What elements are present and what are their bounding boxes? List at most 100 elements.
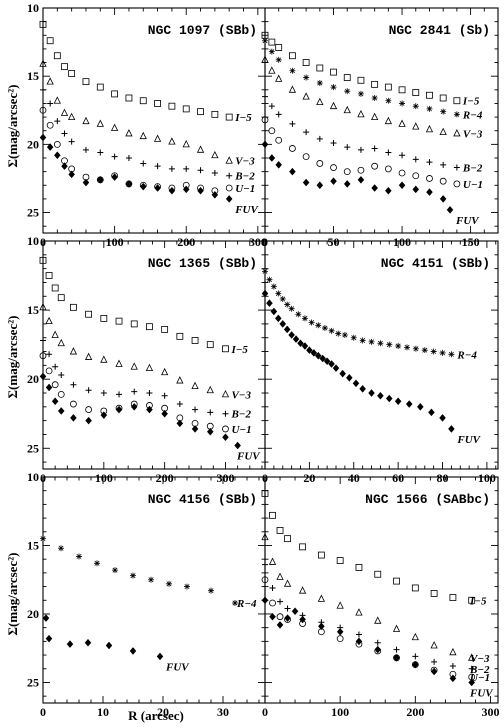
data-point-diamond — [306, 346, 313, 355]
data-point-star — [40, 535, 46, 542]
data-point-star — [344, 88, 351, 95]
data-point-diamond — [261, 596, 269, 605]
data-point-star — [386, 341, 393, 348]
data-point-star — [453, 111, 460, 118]
panel-title: NGC 4156 (SBb) — [148, 492, 257, 507]
data-point-diamond — [385, 186, 392, 195]
data-point-star — [275, 290, 282, 297]
data-point-diamond — [301, 342, 309, 350]
data-point-circle — [275, 136, 283, 144]
data-point-triangle — [316, 97, 324, 105]
data-point-triangle — [211, 150, 219, 159]
data-point-triangle — [370, 112, 379, 120]
data-point-diamond — [125, 180, 133, 188]
y-tick-label: 15 — [27, 538, 39, 552]
data-point-triangle — [384, 116, 393, 125]
series-label: R−4 — [462, 109, 483, 121]
data-point-square — [168, 102, 176, 110]
series-label: I−5 — [462, 96, 480, 108]
x-tick-label: 200 — [156, 471, 174, 485]
data-point-plus — [192, 406, 199, 413]
data-point-circle — [302, 153, 310, 161]
data-point-diamond — [377, 391, 384, 400]
data-point-star — [421, 347, 428, 354]
data-point-diamond — [345, 373, 353, 382]
data-point-plus — [269, 584, 276, 591]
data-point-diamond — [46, 143, 54, 151]
data-point-square — [302, 59, 310, 66]
panel-frame — [264, 240, 499, 470]
y-tick-label: 10 — [27, 470, 39, 484]
data-point-star — [440, 108, 447, 115]
data-point-star — [448, 351, 455, 358]
x-tick-label: 50 — [328, 235, 340, 249]
data-point-plus — [468, 665, 475, 672]
data-point-diamond — [275, 160, 283, 169]
data-point-square — [139, 97, 147, 105]
data-point-diamond — [299, 615, 306, 624]
data-point-triangle — [139, 131, 147, 140]
series-label: B−2 — [469, 664, 490, 676]
data-point-diamond — [352, 379, 360, 388]
data-point-diamond — [168, 186, 176, 195]
data-point-triangle — [302, 92, 310, 100]
data-point-diamond — [130, 402, 138, 411]
data-point-triangle — [100, 355, 108, 363]
data-point-star — [439, 349, 446, 356]
series-bm2 — [262, 93, 460, 171]
data-point-plus — [131, 388, 138, 395]
data-point-diamond — [66, 640, 74, 648]
data-point-triangle — [317, 594, 326, 602]
panel-title: NGC 1365 (SBb) — [148, 256, 257, 271]
data-point-diamond — [211, 190, 219, 199]
data-point-square — [68, 70, 76, 77]
data-point-plus — [449, 663, 456, 670]
data-point-star — [58, 545, 64, 552]
series-label: R−4 — [236, 598, 257, 610]
data-point-diamond — [45, 634, 53, 643]
data-point-diamond — [42, 614, 50, 622]
data-point-plus — [412, 653, 419, 660]
data-point-triangle — [468, 653, 476, 661]
data-point-diamond — [82, 178, 90, 187]
data-point-diamond — [449, 674, 457, 683]
data-point-square — [45, 272, 53, 279]
series-um1 — [39, 106, 233, 195]
data-point-star — [275, 56, 282, 63]
data-point-square — [439, 94, 447, 102]
y-axis-title-bottom: Σ(mag/arcsec²) — [5, 553, 20, 636]
data-point-star — [371, 95, 378, 101]
data-point-plus — [374, 639, 381, 646]
data-point-plus — [357, 146, 364, 153]
data-point-diamond — [394, 397, 402, 406]
data-point-diamond — [161, 409, 168, 418]
series-fuv — [261, 596, 476, 687]
panel-title: NGC 1097 (SBb) — [148, 23, 257, 38]
data-point-diamond — [428, 408, 435, 417]
data-point-square — [412, 89, 420, 96]
data-point-triangle — [329, 101, 338, 110]
data-point-diamond — [51, 397, 59, 406]
data-point-square — [57, 294, 65, 302]
x-tick-label: 100 — [393, 235, 411, 249]
data-point-plus — [97, 149, 104, 156]
data-point-triangle — [343, 105, 351, 114]
data-point-diamond — [268, 154, 276, 162]
data-point-plus — [316, 135, 323, 142]
data-point-diamond — [291, 607, 299, 616]
data-point-square — [336, 557, 344, 564]
data-point-plus — [140, 160, 147, 167]
data-point-star — [404, 344, 411, 351]
series-label: B−2 — [462, 163, 483, 175]
data-point-plus — [371, 145, 378, 152]
series-fuv — [39, 133, 233, 203]
data-point-diamond — [314, 351, 322, 360]
series-label: V−3 — [463, 128, 483, 140]
data-point-diamond — [111, 173, 118, 181]
data-point-star — [262, 268, 268, 275]
data-point-star — [412, 103, 419, 110]
data-point-triangle — [96, 119, 104, 127]
data-point-triangle — [82, 116, 90, 125]
data-point-diamond — [39, 372, 47, 381]
data-point-diamond — [115, 405, 123, 414]
